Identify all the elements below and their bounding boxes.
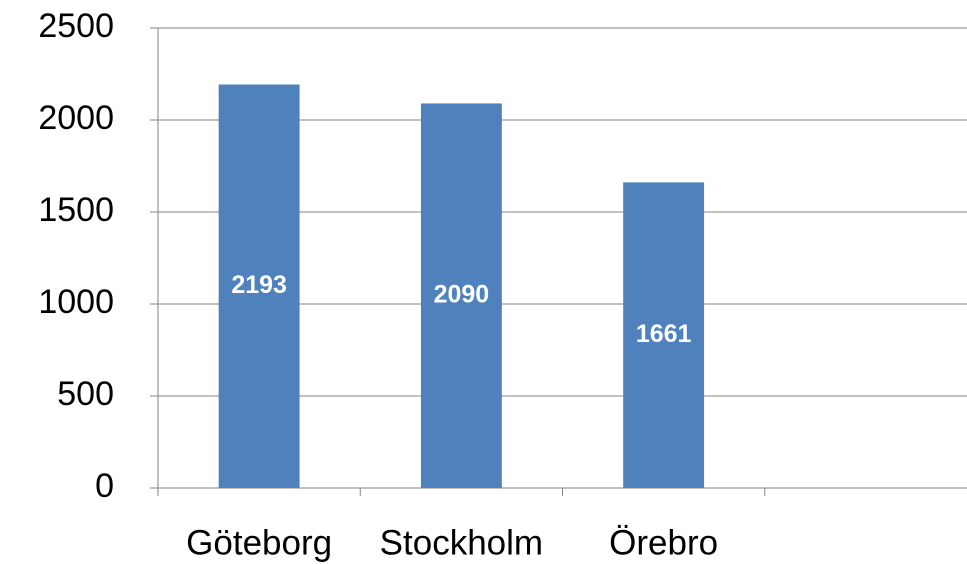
x-tick-label: Göteborg [186, 523, 332, 562]
y-tick-label: 0 [95, 467, 114, 505]
bar [623, 182, 705, 488]
y-tick-label: 2000 [38, 99, 114, 137]
y-tick-label: 500 [57, 375, 114, 413]
y-tick-label: 2500 [38, 7, 114, 45]
data-label: 2090 [434, 280, 490, 308]
y-tick-label: 1500 [38, 191, 114, 229]
y-tick-label: 1000 [38, 283, 114, 321]
x-tick-label: Stockholm [380, 523, 543, 562]
bar [420, 103, 502, 488]
data-label: 1661 [636, 320, 692, 348]
bar [218, 84, 300, 488]
x-tick-label: Örebro [609, 523, 718, 562]
data-label: 2193 [231, 271, 287, 299]
